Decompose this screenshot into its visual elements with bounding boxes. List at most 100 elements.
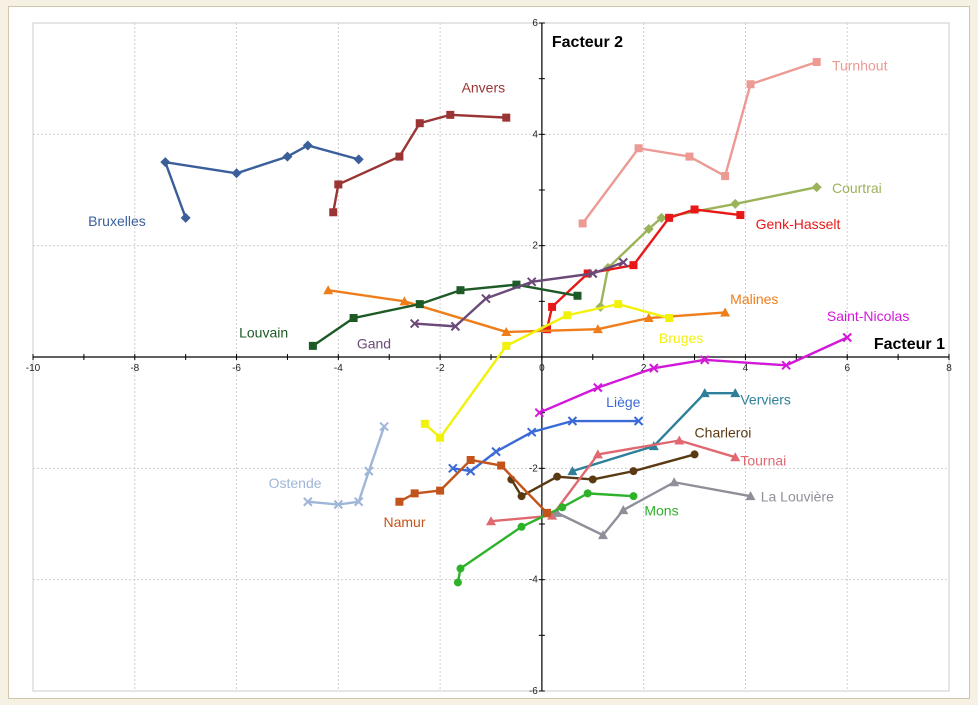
series-9 [534, 332, 852, 418]
data-point [593, 382, 603, 393]
y-tick-label: -6 [529, 686, 538, 697]
chart-frame: -10 -8 -6 -4 -2 0 2 4 6 8 -6 -4 -2 2 4 6 Bruxelles Anver… [8, 6, 970, 699]
data-point [842, 332, 852, 343]
x-tick-label: 0 [539, 363, 545, 374]
data-point [665, 314, 674, 323]
data-point [415, 300, 424, 309]
series-line [332, 113, 507, 213]
data-point [410, 489, 419, 498]
series-13 [486, 435, 741, 526]
data-point [548, 302, 557, 311]
series-line [452, 419, 639, 473]
data-point [721, 172, 730, 181]
data-point [634, 144, 643, 153]
city-label: Ostende [269, 475, 322, 491]
data-point [180, 212, 191, 223]
data-point [527, 277, 537, 287]
data-point [690, 450, 699, 459]
x-tick-label: 8 [946, 363, 952, 374]
data-point [592, 324, 603, 334]
data-point [353, 154, 364, 165]
data-point [323, 285, 334, 295]
data-point [448, 463, 458, 474]
data-point [481, 293, 491, 304]
series-line [538, 336, 848, 414]
series-14 [552, 477, 756, 540]
data-point [720, 307, 731, 317]
y-tick-label: 6 [532, 18, 538, 29]
city-label: Turnhout [832, 57, 888, 73]
data-point [746, 80, 755, 89]
city-label: Verviers [740, 391, 791, 407]
x-axis-title: Facteur 1 [874, 336, 945, 353]
series-line [312, 283, 578, 347]
data-point [512, 280, 521, 289]
data-point [409, 318, 420, 329]
series-line [581, 60, 818, 225]
city-label: Genk-Hasselt [756, 216, 841, 232]
data-point [567, 416, 578, 426]
factor-scatter-chart: -10 -8 -6 -4 -2 0 2 4 6 8 -6 -4 -2 2 4 6 Bruxelles Anver… [26, 18, 952, 697]
data-point [578, 219, 587, 228]
data-point [633, 416, 644, 426]
data-point [517, 522, 526, 531]
data-point [420, 419, 429, 428]
y-tick-label: -4 [529, 575, 538, 586]
data-point [685, 152, 694, 161]
city-label: Louvain [239, 325, 288, 341]
data-point [450, 321, 461, 332]
data-point [456, 286, 465, 295]
series-15 [453, 489, 638, 587]
series-2 [578, 57, 821, 228]
data-point [552, 507, 563, 517]
data-point [553, 472, 562, 481]
city-label: Mons [644, 503, 678, 519]
data-point [399, 296, 410, 306]
data-point [349, 314, 358, 323]
series-line [164, 144, 360, 219]
data-point [649, 363, 659, 373]
x-tick-label: 4 [743, 363, 749, 374]
data-point [730, 452, 741, 462]
data-point [547, 510, 558, 520]
data-point [730, 388, 741, 398]
data-point [690, 205, 699, 214]
data-point [395, 152, 404, 161]
data-point [699, 388, 710, 398]
data-point [491, 446, 501, 457]
city-label: Saint-Nicolas [827, 308, 909, 324]
data-point [502, 341, 511, 350]
city-label: Namur [383, 514, 425, 530]
data-point [781, 360, 791, 371]
data-point [334, 180, 343, 189]
data-point [308, 341, 317, 350]
data-point [497, 461, 506, 470]
data-point [302, 140, 313, 151]
data-point [542, 325, 551, 334]
city-label: Bruges [659, 330, 703, 346]
data-point [629, 492, 638, 501]
data-point [501, 326, 512, 336]
x-tick-label: 6 [844, 363, 850, 374]
x-tick-label: -4 [334, 363, 343, 374]
data-point [583, 489, 592, 498]
data-point [231, 168, 242, 179]
city-labels: Bruxelles Anvers Turnhout Courtrai Genk-Hass… [88, 57, 909, 529]
series-17 [303, 421, 389, 510]
x-tick-label: -10 [26, 363, 41, 374]
series-8 [420, 300, 674, 442]
data-point [303, 497, 313, 507]
data-point [466, 455, 475, 464]
data-point [811, 182, 822, 193]
series-6 [308, 280, 582, 350]
tick-labels: -10 -8 -6 -4 -2 0 2 4 6 8 -6 -4 -2 2 4 6 [26, 18, 952, 697]
data-point [329, 208, 338, 217]
data-point [730, 198, 741, 209]
series-1 [329, 110, 511, 217]
data-point [614, 300, 623, 309]
data-point [527, 427, 537, 437]
data-point [160, 157, 171, 168]
city-label: Gand [357, 336, 391, 352]
data-point [517, 492, 526, 501]
data-point [534, 407, 545, 418]
